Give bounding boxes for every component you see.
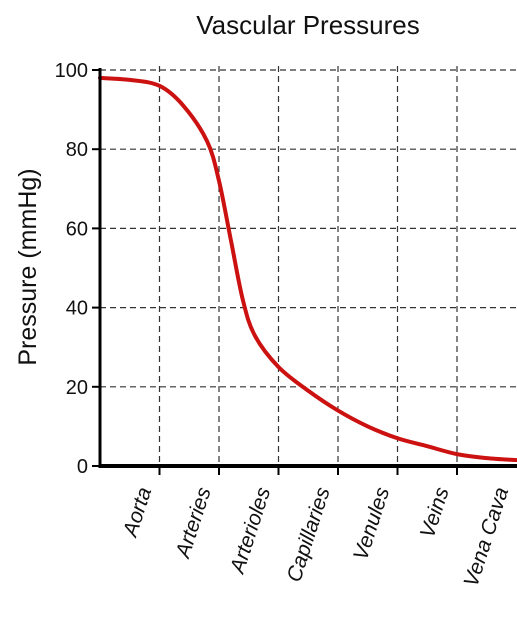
y-tick-label: 80 [66, 139, 88, 161]
x-tick-label: Arterioles [225, 484, 275, 578]
pressure-series-line [98, 75, 517, 463]
y-tick-label: 40 [66, 298, 88, 320]
y-tick-label: 60 [66, 218, 88, 240]
y-tick-label: 100 [55, 60, 88, 82]
y-tick-label: 0 [77, 456, 88, 478]
x-tick-label: Aorta [118, 484, 156, 541]
series-group [98, 75, 517, 463]
chart-title: Vascular Pressures [196, 10, 420, 40]
grid-lines [100, 66, 517, 466]
x-tick-label: Vena Cava [460, 484, 514, 589]
x-tick-label: Venules [349, 484, 394, 563]
x-axis-ticks: Aorta Arteries Arterioles Capillaries Venule… [118, 466, 513, 590]
axes [98, 68, 517, 468]
y-axis-label: Pressure (mmHg) [14, 168, 42, 365]
y-tick-label: 20 [66, 377, 88, 399]
x-tick-label: Arteries [171, 484, 216, 562]
x-tick-label: Veins [416, 484, 454, 541]
y-axis-ticks: 0 20 40 60 80 100 [55, 60, 100, 478]
x-tick-label: Capillaries [283, 484, 335, 585]
